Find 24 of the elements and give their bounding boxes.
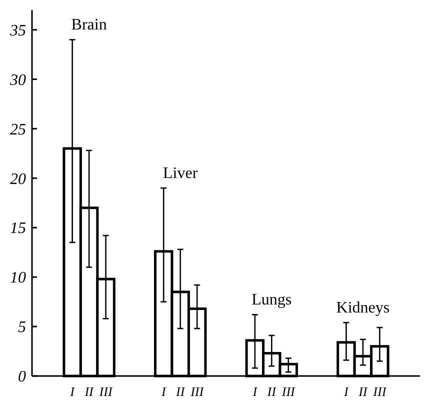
y-tick-label: 0	[18, 368, 26, 386]
y-tick-label: 15	[10, 220, 26, 238]
text: III	[190, 384, 204, 399]
y-tick-label: 5	[18, 319, 26, 336]
x-tick-label: Liver	[163, 165, 198, 182]
y-tick-label: 20	[10, 170, 26, 188]
text: III	[373, 384, 386, 399]
text: II	[358, 384, 368, 399]
y-tick-label: 25	[10, 121, 26, 138]
x-tick-label: Lungs	[252, 292, 292, 309]
series-label: I	[69, 384, 76, 399]
x-tick-label: Brain	[71, 16, 107, 34]
text: I	[161, 384, 166, 399]
series-label: III	[98, 384, 113, 399]
x-tick-label: Kidneys	[336, 300, 390, 317]
series-label: II	[84, 384, 94, 399]
y-tick-label: 35	[9, 22, 26, 40]
text: I	[344, 384, 348, 399]
y-tick-label: 30	[9, 72, 26, 89]
text: II	[176, 384, 185, 399]
text: II	[267, 384, 276, 399]
text: III	[282, 384, 295, 399]
y-tick-label: 10	[10, 270, 26, 287]
text: I	[252, 384, 258, 399]
